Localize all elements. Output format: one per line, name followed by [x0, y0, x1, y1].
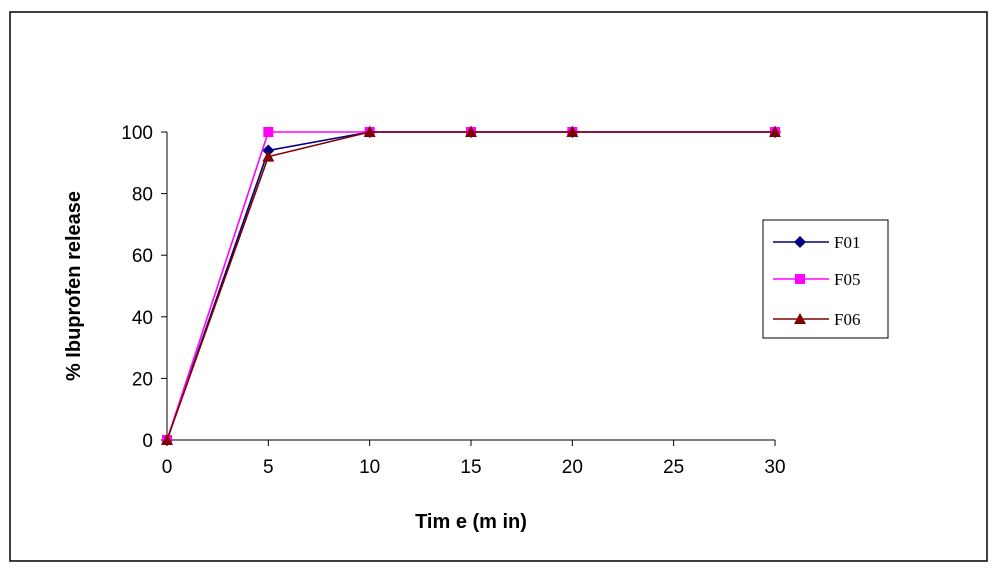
- legend-label: F05: [834, 270, 860, 289]
- y-axis-title: % Ibuprofen release: [63, 191, 85, 381]
- x-tick-label: 5: [263, 457, 274, 478]
- legend-item-f05: F05: [773, 270, 860, 289]
- data-point-f06: [363, 126, 376, 137]
- data-point-f06: [465, 126, 477, 137]
- legend-item-f06: F06: [773, 310, 860, 329]
- y-tick-label: 0: [142, 431, 153, 452]
- data-point-f01: [262, 144, 275, 157]
- x-tick-label: 10: [359, 457, 380, 478]
- x-tick-label: 15: [460, 457, 481, 478]
- data-point-f06: [161, 434, 173, 445]
- y-tick-label: 60: [132, 246, 153, 267]
- y-tick-label: 40: [132, 308, 153, 329]
- legend-label: F06: [834, 310, 860, 329]
- legend-label: F01: [834, 233, 860, 252]
- legend-item-f01: F01: [773, 233, 860, 252]
- x-axis: 0 5 10 15 20 25 30: [162, 439, 786, 478]
- x-tick-label: 20: [562, 457, 583, 478]
- legend-swatch-marker: [794, 236, 806, 248]
- legend-swatch-marker: [794, 313, 806, 324]
- x-tick-label: 25: [663, 457, 684, 478]
- data-point-f06: [262, 150, 275, 162]
- legend-swatch-marker: [795, 274, 805, 284]
- x-axis-title: Tim e (m in): [415, 511, 527, 533]
- series-layer: [161, 126, 781, 446]
- series-f06: [161, 126, 781, 445]
- series-line-f06: [166, 131, 775, 441]
- data-point-f06: [769, 126, 781, 137]
- y-axis: 0 20 40 60 80 100: [121, 123, 168, 452]
- data-point-f05: [263, 127, 274, 137]
- y-tick-label: 100: [121, 123, 153, 144]
- x-tick-label: 30: [764, 457, 785, 478]
- x-tick-label: 0: [162, 457, 173, 478]
- y-tick-label: 80: [132, 185, 153, 206]
- data-point-f06: [566, 126, 579, 137]
- legend: F01 F05 F06: [762, 219, 889, 339]
- y-tick-label: 20: [132, 369, 153, 390]
